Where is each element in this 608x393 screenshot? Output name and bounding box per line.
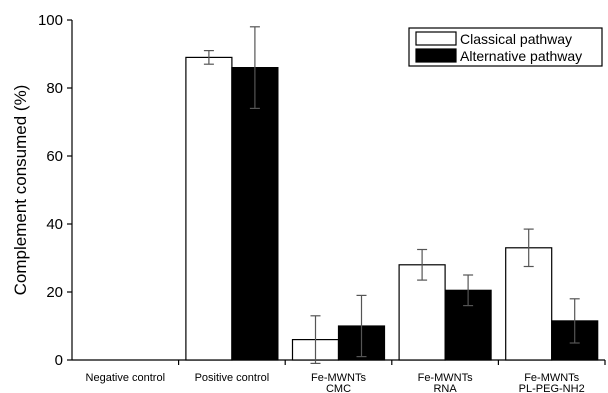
- legend-swatch: [415, 48, 457, 63]
- chart-category-labels: Negative control Positive control Fe-MWNTs…: [86, 372, 585, 393]
- y-tick-label: 0: [55, 352, 63, 369]
- y-tick-label: 20: [46, 284, 63, 301]
- y-axis-label: Complement consumed (%): [11, 85, 30, 296]
- legend-swatch: [415, 31, 457, 46]
- x-category-label: RNA: [433, 383, 457, 393]
- legend-label: Alternative pathway: [460, 48, 582, 64]
- y-tick-label: 40: [46, 216, 63, 233]
- y-tick-label: 100: [38, 12, 63, 29]
- chart-error-bars: [203, 26, 580, 364]
- legend-label: Classical pathway: [460, 31, 572, 47]
- chart-ticks: 0 20 40 60 80 100: [38, 12, 606, 369]
- bar-classical: [185, 56, 233, 361]
- x-category-label: PL-PEG-NH2: [519, 383, 585, 393]
- x-category-label: CMC: [326, 383, 351, 393]
- chart-bars: [185, 56, 599, 361]
- bar-alternative: [231, 66, 279, 361]
- bar-classical: [398, 264, 446, 361]
- x-category-label: Fe-MWNTs: [311, 372, 366, 384]
- y-tick-label: 80: [46, 80, 63, 97]
- x-category-label: Positive control: [195, 372, 270, 384]
- x-category-label: Fe-MWNTs: [418, 372, 473, 384]
- x-category-label: Negative control: [86, 372, 166, 384]
- x-category-label: Fe-MWNTs: [524, 372, 579, 384]
- y-tick-label: 60: [46, 148, 63, 165]
